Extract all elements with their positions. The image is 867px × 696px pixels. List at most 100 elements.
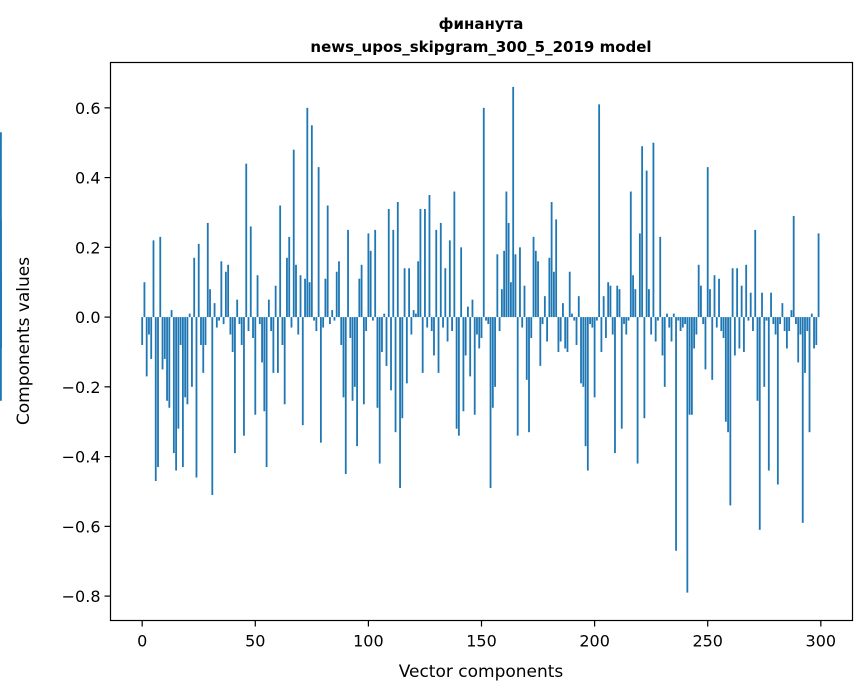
bar — [349, 317, 352, 339]
bar — [177, 317, 180, 429]
bar — [172, 317, 175, 454]
bar — [202, 317, 205, 373]
bar — [706, 167, 709, 318]
bar — [335, 271, 338, 318]
bar — [424, 208, 426, 318]
bar — [754, 229, 757, 318]
bar — [704, 317, 707, 370]
bar — [159, 236, 162, 318]
bar — [396, 202, 399, 318]
y-axis-ticks: −0.8 −0.6 −0.4 −0.2 0.0 0.2 0.4 0.6 — [62, 99, 111, 606]
bar — [697, 264, 700, 318]
bar — [743, 317, 745, 352]
bar — [582, 317, 585, 387]
bar — [738, 317, 741, 349]
bar — [736, 268, 739, 318]
bar — [679, 317, 682, 332]
bar — [306, 107, 309, 318]
bar — [790, 310, 793, 318]
bar — [636, 317, 639, 464]
bar — [385, 317, 388, 366]
bar — [315, 317, 318, 332]
bar — [740, 285, 743, 318]
bar — [591, 317, 594, 328]
bar — [498, 317, 501, 332]
bar — [0, 317, 2, 401]
bar — [394, 317, 397, 433]
bar — [700, 285, 702, 318]
bar — [453, 191, 456, 318]
bar — [652, 142, 655, 318]
bar — [733, 317, 736, 356]
bar — [206, 222, 209, 318]
bar — [369, 250, 372, 318]
bar — [568, 271, 571, 318]
bar — [267, 299, 270, 318]
bar — [550, 202, 553, 318]
bar — [390, 317, 392, 391]
bar — [319, 317, 322, 443]
bar — [372, 317, 374, 321]
bar — [580, 317, 582, 384]
bar — [516, 317, 519, 436]
bar — [184, 317, 187, 398]
bar — [376, 317, 379, 408]
bar — [297, 317, 300, 335]
bar — [290, 317, 293, 328]
bar — [188, 313, 191, 318]
bar — [645, 170, 648, 318]
plot-frame — [109, 61, 854, 622]
bar — [224, 271, 227, 318]
bar — [191, 317, 193, 387]
bar — [770, 292, 772, 318]
bar — [157, 317, 159, 468]
bar — [333, 317, 336, 321]
bar — [195, 317, 198, 478]
bar — [383, 313, 386, 318]
bar — [720, 317, 723, 332]
bar — [211, 317, 214, 495]
bar — [414, 313, 417, 318]
bar — [288, 236, 291, 318]
bar — [417, 261, 420, 318]
bar — [152, 240, 155, 318]
bar — [715, 317, 718, 328]
bar — [435, 229, 438, 318]
bar — [277, 317, 279, 373]
bar — [247, 317, 250, 332]
bar — [643, 317, 646, 419]
y-tick-label: −0.4 — [62, 448, 101, 467]
bar — [148, 317, 150, 335]
y-tick-label: −0.6 — [62, 517, 101, 536]
bar — [243, 317, 245, 436]
bar — [801, 317, 804, 523]
bar — [252, 317, 254, 339]
bar — [353, 317, 356, 387]
bar — [688, 317, 691, 415]
bar — [304, 278, 306, 318]
bar — [600, 317, 603, 352]
bar — [616, 285, 619, 318]
bar — [485, 317, 487, 321]
bar — [566, 317, 569, 352]
bar — [788, 317, 791, 332]
x-tick-label: 150 — [466, 632, 497, 651]
bar — [313, 317, 315, 321]
bar — [795, 317, 797, 325]
x-tick-label: 0 — [137, 632, 147, 651]
bar — [817, 233, 820, 318]
bar — [648, 289, 650, 318]
bar — [362, 317, 365, 405]
bar — [810, 313, 813, 318]
bar — [254, 317, 257, 415]
bar — [666, 313, 668, 318]
x-tick-label: 100 — [353, 632, 384, 651]
bar — [765, 317, 768, 321]
bar — [727, 317, 729, 433]
x-axis-label: Vector components — [399, 662, 564, 682]
bar — [629, 191, 632, 318]
bar — [405, 317, 408, 384]
bar — [265, 317, 268, 468]
bar — [546, 317, 549, 342]
bar — [752, 317, 754, 332]
